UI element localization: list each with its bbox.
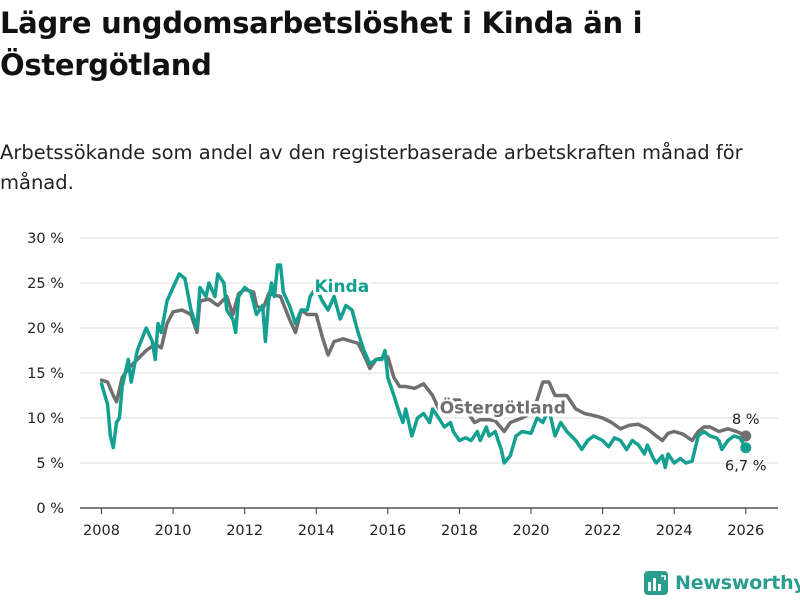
kinda-series-label-halo: Kinda: [314, 277, 369, 297]
y-tick-label: 30 %: [27, 231, 64, 247]
y-tick-label: 0 %: [36, 501, 64, 517]
kinda-series-label: Kinda: [314, 277, 369, 297]
x-tick-label: 2008: [83, 523, 120, 539]
end-point-marker: [740, 430, 752, 442]
y-tick-label: 15 %: [27, 366, 64, 382]
x-axis: 2008 2010 2012 2014 2016 2018 2020 2022 2024 2026: [83, 508, 764, 539]
end-value-label: 8 %: [732, 412, 760, 428]
x-tick-label: 2018: [441, 523, 478, 539]
chart-title: Lägre ungdomsarbetslöshet i Kinda än i Ö…: [0, 6, 643, 82]
x-tick-label: 2020: [513, 523, 550, 539]
x-tick-label: 2012: [226, 523, 263, 539]
brand: Newsworthy: [644, 570, 800, 596]
y-tick-label: 5 %: [36, 456, 64, 472]
newsworthy-logo-icon: [644, 571, 668, 595]
y-axis: 0 % 5 % 10 % 15 % 20 % 25 % 30 %: [27, 231, 64, 517]
line-chart: 2008 2010 2012 2014 2016 2018 2020 2022 2024 2026…: [27, 231, 778, 539]
ostergotland-series-label: Östergötland: [440, 397, 566, 419]
series-line-kinda: [99, 263, 748, 470]
x-tick-label: 2010: [155, 523, 192, 539]
ostergotland-series-label-halo: Östergötland: [440, 397, 566, 419]
x-tick-label: 2022: [584, 523, 621, 539]
series-labels: 8 %6,7 %KindaKindaÖstergötlandÖstergötla…: [311, 274, 766, 475]
y-tick-label: 25 %: [27, 276, 64, 292]
y-tick-label: 20 %: [27, 321, 64, 337]
chart-subtitle: Arbetssökande som andel av den registerb…: [0, 141, 743, 194]
x-tick-label: 2026: [727, 523, 764, 539]
y-tick-label: 10 %: [27, 411, 64, 427]
end-value-label: 6,7 %: [725, 459, 766, 475]
x-tick-label: 2016: [369, 523, 406, 539]
brand-name: Newsworthy: [675, 572, 800, 594]
x-tick-label: 2014: [298, 523, 335, 539]
series-lines: [99, 263, 752, 470]
end-point-marker: [740, 442, 752, 454]
x-tick-label: 2024: [656, 523, 693, 539]
